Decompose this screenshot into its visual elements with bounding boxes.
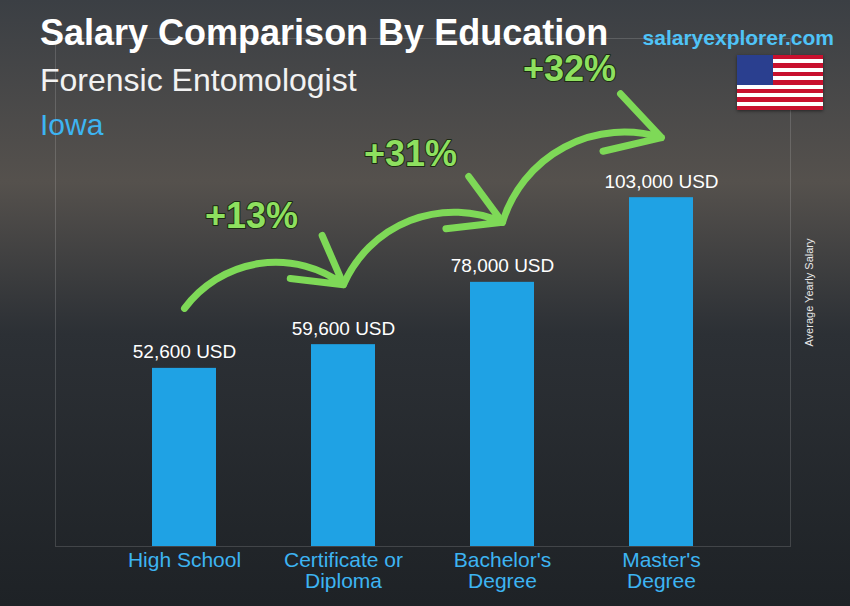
svg-text:+13%: +13% [205,195,298,236]
svg-text:78,000 USD: 78,000 USD [451,255,555,276]
html-text:Forensic Entomologist: Forensic Entomologist [40,62,357,98]
svg-text:Bachelor'sDegree: Bachelor'sDegree [454,548,551,592]
svg-text:59,600 USD: 59,600 USD [292,318,396,339]
html-text:Iowa: Iowa [40,108,104,141]
svg-text:52,600 USD: 52,600 USD [133,341,237,362]
svg-text:Average Yearly Salary: Average Yearly Salary [803,238,815,347]
svg-text:High School: High School [128,548,241,571]
svg-text:+31%: +31% [364,133,457,174]
html-text:salaryexplorer.com: salaryexplorer.com [642,26,834,49]
svg-text:Master'sDegree: Master'sDegree [622,548,701,592]
html-text:Salary Comparison By Education: Salary Comparison By Education [40,12,609,53]
svg-text:Certificate orDiploma: Certificate orDiploma [284,548,403,592]
svg-text:103,000 USD: 103,000 USD [604,171,718,192]
svg-text:+32%: +32% [523,48,616,89]
